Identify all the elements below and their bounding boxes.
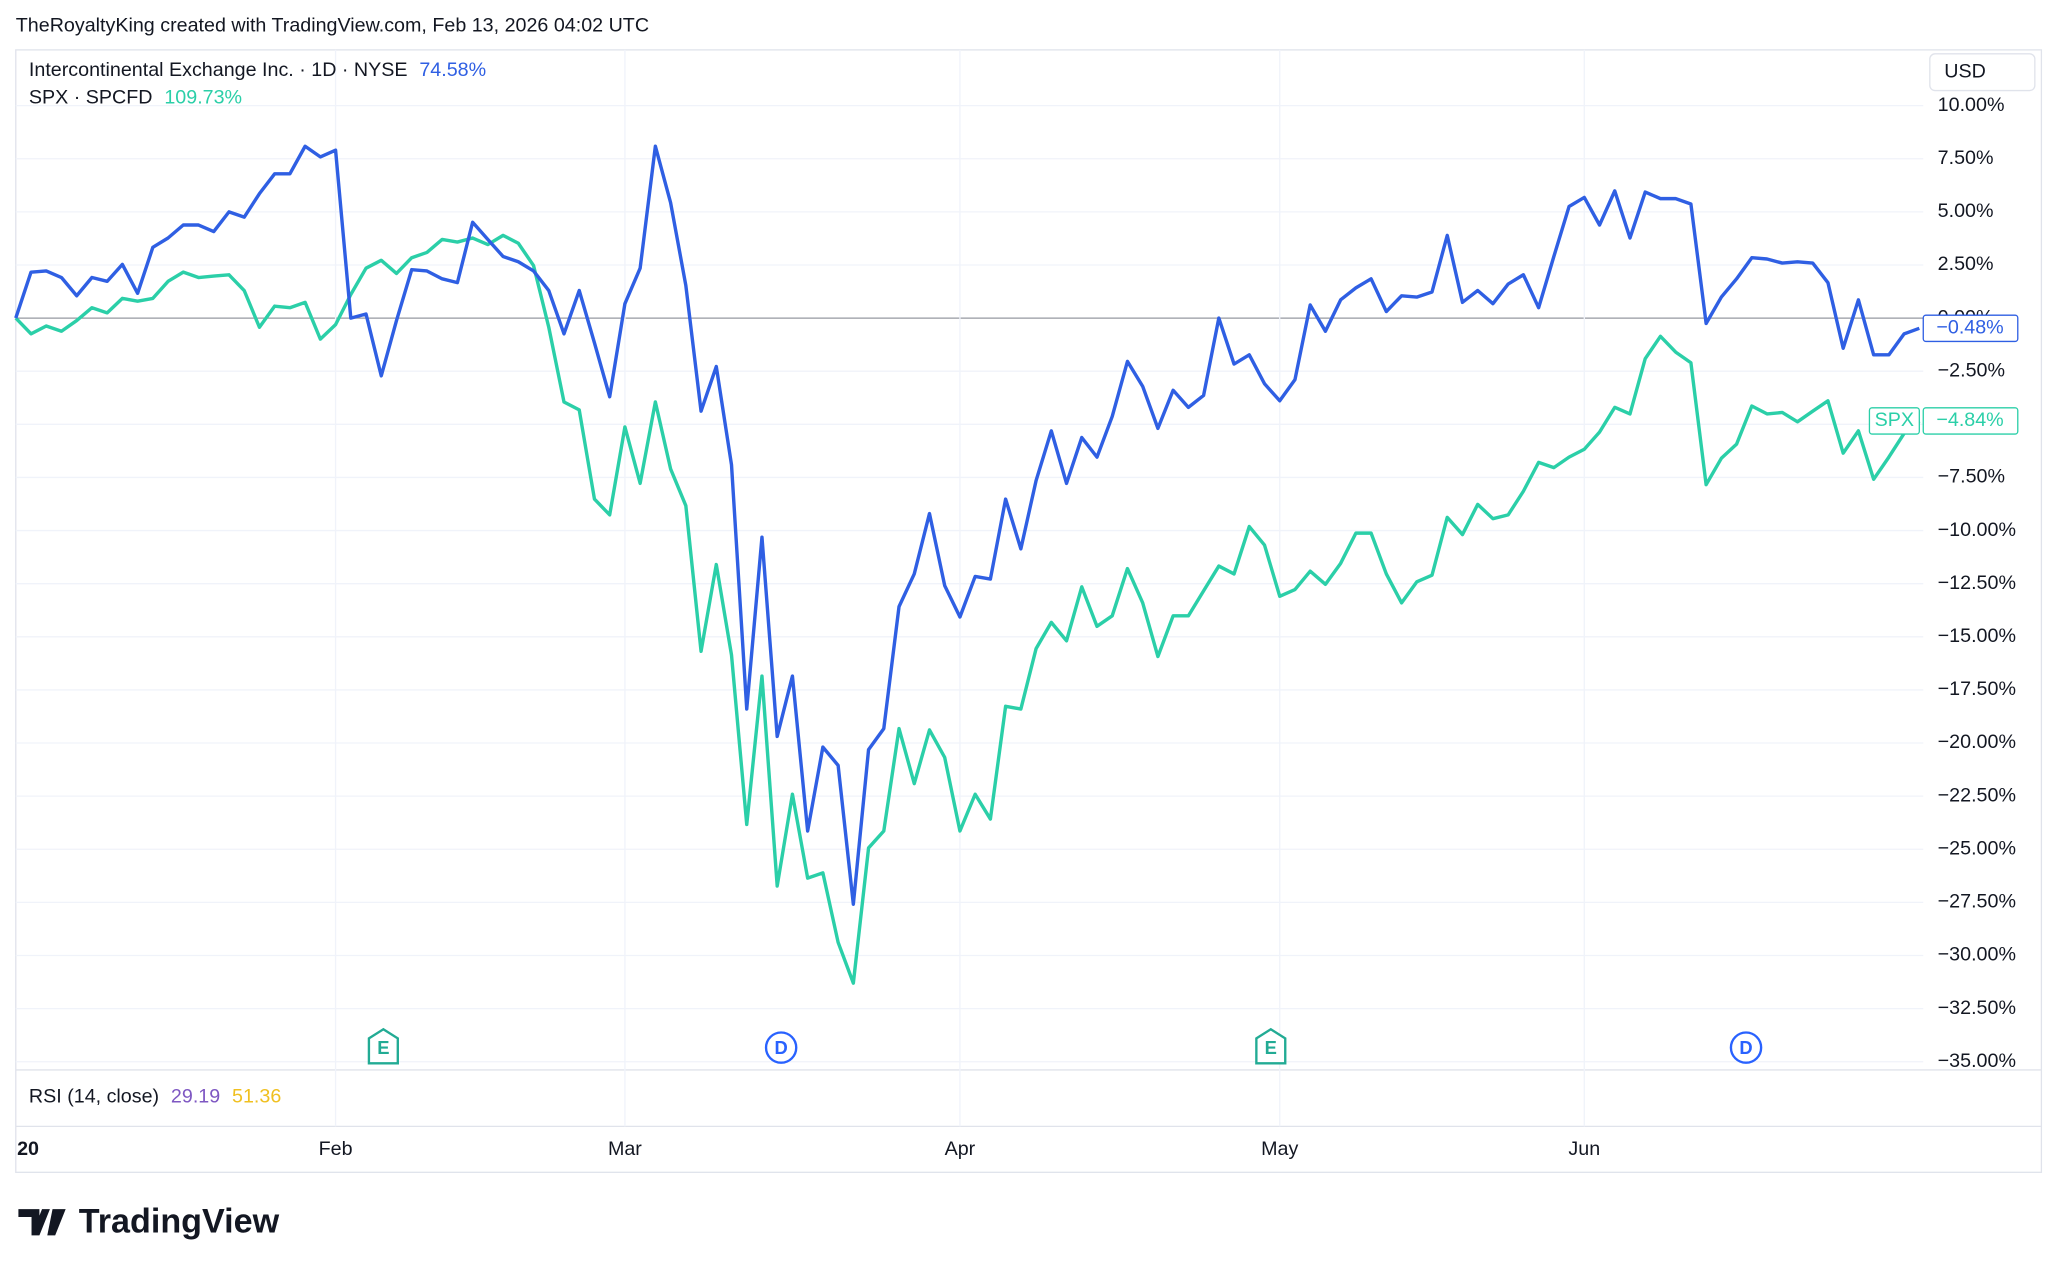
last-value-label: −0.48% <box>1936 316 2003 338</box>
x-tick-label: Mar <box>608 1138 642 1160</box>
y-tick-label: 7.50% <box>1938 147 1994 169</box>
brand: TradingView <box>79 1203 280 1241</box>
y-tick-label: 2.50% <box>1938 253 1994 275</box>
legend-value: 74.58% <box>419 59 486 81</box>
y-tick-label: 5.00% <box>1938 200 1994 222</box>
y-tick-label: −27.50% <box>1938 891 2016 913</box>
logo-mark <box>18 1209 66 1236</box>
last-value-label: −4.84% <box>1936 409 2003 431</box>
y-tick-label: −15.00% <box>1938 625 2016 647</box>
series-line <box>14 233 1921 985</box>
header: TheRoyaltyKing created with TradingView.… <box>16 14 649 36</box>
logo: TradingView <box>18 1203 280 1241</box>
event-label: D <box>1739 1037 1752 1058</box>
legend-entry: Intercontinental Exchange Inc. · 1D · NY… <box>29 59 408 81</box>
y-tick-label: −17.50% <box>1938 678 2016 700</box>
rsi-title: RSI (14, close) <box>29 1086 159 1108</box>
rsi-value: 51.36 <box>232 1086 281 1108</box>
event-marker <box>1255 1027 1287 1065</box>
y-tick-label: −10.00% <box>1938 519 2016 541</box>
currency-button[interactable] <box>1929 53 2036 92</box>
x-tick-label: Feb <box>319 1138 353 1160</box>
event-label: E <box>377 1037 389 1058</box>
y-tick-label: −22.50% <box>1938 784 2016 806</box>
last-value-box <box>1922 314 2019 343</box>
y-tick-label: −25.00% <box>1938 837 2016 859</box>
rsi-value: 29.19 <box>171 1086 220 1108</box>
legend-entry: SPX · SPCFD <box>29 87 153 109</box>
x-tick-label: May <box>1261 1138 1298 1160</box>
event-marker <box>367 1027 399 1065</box>
last-value-box <box>1922 407 2019 435</box>
x-tick-label: 20 <box>17 1138 39 1160</box>
event-label: D <box>775 1037 788 1058</box>
series-tag-box <box>1868 407 1920 435</box>
y-tick-label: 10.00% <box>1938 94 2005 116</box>
y-tick-label: −7.50% <box>1938 466 2005 488</box>
series-line <box>14 144 1920 906</box>
x-tick-label: Jun <box>1568 1138 1600 1160</box>
x-tick-label: Apr <box>945 1138 976 1160</box>
chart-frame <box>15 49 2043 1173</box>
y-tick-label: −2.50% <box>1938 359 2005 381</box>
y-tick-label: −20.00% <box>1938 731 2016 753</box>
y-tick-label: −35.00% <box>1938 1050 2016 1072</box>
event-label: E <box>1265 1037 1277 1058</box>
currency[interactable]: USD <box>1944 60 1986 82</box>
event-marker <box>764 1031 798 1064</box>
event-marker <box>1729 1031 1763 1064</box>
y-tick-label: −12.50% <box>1938 572 2016 594</box>
y-tick-label: −32.50% <box>1938 997 2016 1019</box>
y-tick-label: −30.00% <box>1938 944 2016 966</box>
series-tag: SPX <box>1875 409 1914 431</box>
legend-value: 109.73% <box>164 87 242 109</box>
